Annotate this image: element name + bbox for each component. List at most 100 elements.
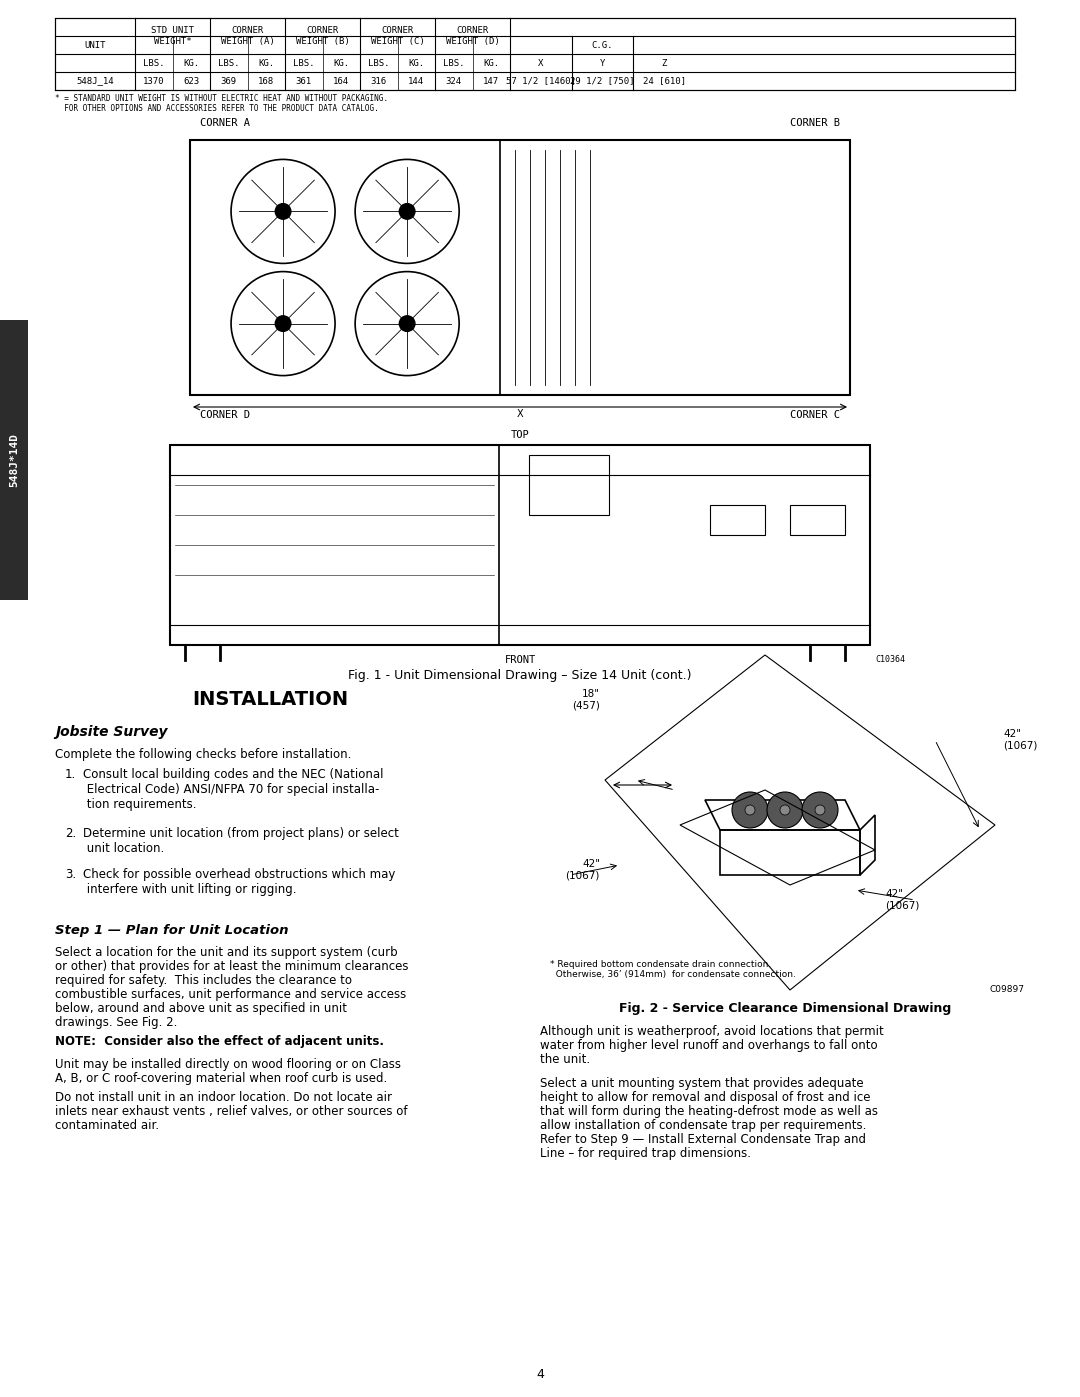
Text: 2.: 2. [65, 827, 77, 840]
Text: height to allow for removal and disposal of frost and ice: height to allow for removal and disposal… [540, 1091, 870, 1104]
Text: CORNER B: CORNER B [789, 117, 840, 129]
Text: NOTE:  Consider also the effect of adjacent units.: NOTE: Consider also the effect of adjace… [55, 1035, 384, 1048]
Text: LBS.: LBS. [218, 59, 240, 67]
Text: 548J*14D: 548J*14D [9, 433, 19, 488]
Text: inlets near exhaust vents , relief valves, or other sources of: inlets near exhaust vents , relief valve… [55, 1105, 407, 1118]
Text: WEIGHT*: WEIGHT* [153, 36, 191, 46]
Text: 29 1/2 [750]: 29 1/2 [750] [570, 77, 635, 85]
Circle shape [767, 792, 804, 828]
Text: CORNER A: CORNER A [200, 117, 249, 129]
Bar [0, 320, 28, 599]
Circle shape [400, 316, 415, 331]
Text: KG.: KG. [184, 59, 200, 67]
Circle shape [400, 204, 415, 219]
Text: CORNER: CORNER [381, 27, 414, 35]
Text: 42"
(1067): 42" (1067) [885, 890, 919, 911]
Text: 57 1/2 [1460]: 57 1/2 [1460] [505, 77, 576, 85]
Text: or other) that provides for at least the minimum clearances: or other) that provides for at least the… [55, 960, 408, 972]
Text: Step 1 — Plan for Unit Location: Step 1 — Plan for Unit Location [55, 923, 288, 937]
Text: 324: 324 [446, 77, 462, 85]
Circle shape [275, 204, 291, 219]
Text: Line – for required trap dimensions.: Line – for required trap dimensions. [540, 1147, 751, 1160]
Bar [710, 504, 765, 535]
Bar [55, 18, 1015, 89]
Text: Unit may be installed directly on wood flooring or on Class: Unit may be installed directly on wood f… [55, 1058, 401, 1071]
Text: TOP: TOP [511, 430, 529, 440]
Text: 164: 164 [334, 77, 349, 85]
Text: 24 [610]: 24 [610] [643, 77, 686, 85]
Text: FRONT: FRONT [504, 655, 536, 665]
Text: 42"
(1067): 42" (1067) [1003, 729, 1038, 750]
Circle shape [802, 792, 838, 828]
Text: 3.: 3. [65, 868, 76, 882]
Text: INSTALLATION: INSTALLATION [192, 690, 348, 710]
Bar [789, 504, 845, 535]
Text: LBS.: LBS. [368, 59, 390, 67]
Bar [170, 446, 870, 645]
Text: CORNER C: CORNER C [789, 409, 840, 420]
Text: UNIT: UNIT [84, 41, 106, 49]
Text: Jobsite Survey: Jobsite Survey [55, 725, 167, 739]
Bar [529, 455, 609, 515]
Text: below, around and above unit as specified in unit: below, around and above unit as specifie… [55, 1002, 347, 1016]
Text: 316: 316 [370, 77, 387, 85]
Text: KG.: KG. [258, 59, 274, 67]
Text: C09897: C09897 [990, 985, 1025, 995]
Text: contaminated air.: contaminated air. [55, 1119, 159, 1132]
Text: LBS.: LBS. [143, 59, 164, 67]
Text: 548J_14: 548J_14 [77, 77, 113, 85]
Text: that will form during the heating-defrost mode as well as: that will form during the heating-defros… [540, 1105, 878, 1118]
Text: Select a unit mounting system that provides adequate: Select a unit mounting system that provi… [540, 1077, 864, 1090]
Text: 147: 147 [483, 77, 499, 85]
Text: Consult local building codes and the NEC (National
 Electrical Code) ANSI/NFPA 7: Consult local building codes and the NEC… [83, 768, 383, 812]
Text: C.G.: C.G. [592, 41, 613, 49]
Text: 168: 168 [258, 77, 274, 85]
Text: Fig. 1 - Unit Dimensional Drawing – Size 14 Unit (cont.): Fig. 1 - Unit Dimensional Drawing – Size… [348, 669, 692, 682]
Text: water from higher level runoff and overhangs to fall onto: water from higher level runoff and overh… [540, 1039, 878, 1052]
Text: WEIGHT (B): WEIGHT (B) [296, 36, 349, 46]
Text: 1370: 1370 [143, 77, 164, 85]
Text: 369: 369 [220, 77, 237, 85]
Text: 144: 144 [408, 77, 424, 85]
Text: 361: 361 [296, 77, 312, 85]
Text: Complete the following checks before installation.: Complete the following checks before ins… [55, 747, 351, 761]
Text: X: X [538, 59, 543, 67]
Text: WEIGHT (C): WEIGHT (C) [370, 36, 424, 46]
Text: the unit.: the unit. [540, 1053, 590, 1066]
Text: 42"
(1067): 42" (1067) [566, 859, 600, 880]
Circle shape [780, 805, 789, 814]
Text: Select a location for the unit and its support system (curb: Select a location for the unit and its s… [55, 946, 397, 958]
Text: X: X [516, 409, 524, 419]
Circle shape [275, 316, 291, 331]
Text: CORNER: CORNER [457, 27, 488, 35]
Text: LBS.: LBS. [443, 59, 464, 67]
Text: KG.: KG. [483, 59, 499, 67]
Text: Although unit is weatherproof, avoid locations that permit: Although unit is weatherproof, avoid loc… [540, 1025, 883, 1038]
Bar [190, 140, 850, 395]
Text: STD UNIT: STD UNIT [151, 27, 194, 35]
Text: required for safety.  This includes the clearance to: required for safety. This includes the c… [55, 974, 352, 988]
Text: WEIGHT (D): WEIGHT (D) [446, 36, 499, 46]
Text: 1.: 1. [65, 768, 77, 781]
Text: Y: Y [599, 59, 605, 67]
Text: Check for possible overhead obstructions which may
 interfere with unit lifting : Check for possible overhead obstructions… [83, 868, 395, 895]
Text: * Required bottom condensate drain connection.
  Otherwise, 36’ (914mm)  for con: * Required bottom condensate drain conne… [550, 960, 796, 979]
Text: Z: Z [661, 59, 666, 67]
Circle shape [745, 805, 755, 814]
Text: drawings. See Fig. 2.: drawings. See Fig. 2. [55, 1016, 177, 1030]
Text: CORNER: CORNER [307, 27, 339, 35]
Text: allow installation of condensate trap per requirements.: allow installation of condensate trap pe… [540, 1119, 866, 1132]
Text: KG.: KG. [408, 59, 424, 67]
Text: Determine unit location (from project plans) or select
 unit location.: Determine unit location (from project pl… [83, 827, 399, 855]
Text: LBS.: LBS. [293, 59, 314, 67]
Text: * = STANDARD UNIT WEIGHT IS WITHOUT ELECTRIC HEAT AND WITHOUT PACKAGING.
  FOR O: * = STANDARD UNIT WEIGHT IS WITHOUT ELEC… [55, 94, 388, 113]
Text: Refer to Step 9 — Install External Condensate Trap and: Refer to Step 9 — Install External Conde… [540, 1133, 866, 1146]
Text: WEIGHT (A): WEIGHT (A) [220, 36, 274, 46]
Text: 4: 4 [536, 1369, 544, 1382]
Text: CORNER: CORNER [231, 27, 264, 35]
Text: 623: 623 [184, 77, 200, 85]
Circle shape [732, 792, 768, 828]
Text: 18"
(457): 18" (457) [572, 689, 600, 711]
Text: A, B, or C roof-covering material when roof curb is used.: A, B, or C roof-covering material when r… [55, 1071, 388, 1085]
Text: Do not install unit in an indoor location. Do not locate air: Do not install unit in an indoor locatio… [55, 1091, 392, 1104]
